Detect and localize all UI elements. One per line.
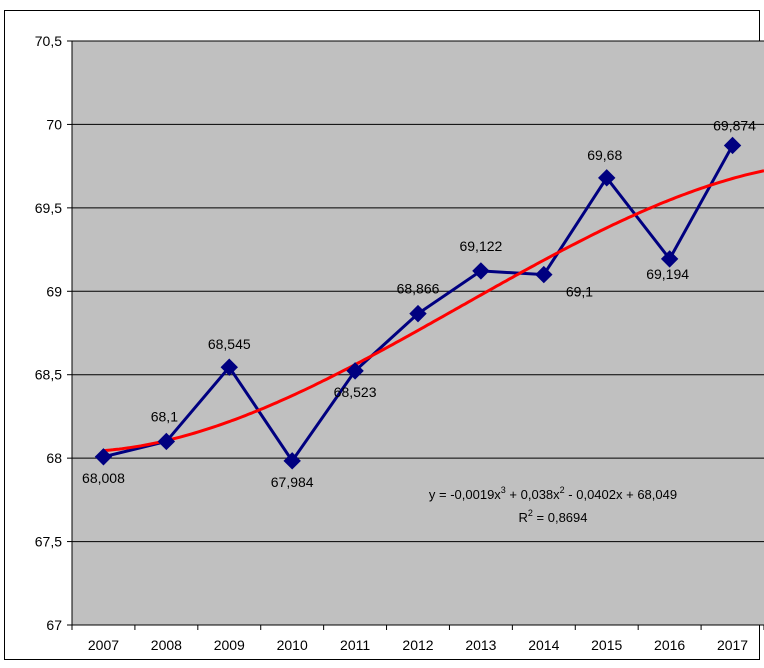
x-tick-label: 2016 (654, 637, 685, 653)
data-point-marker (535, 265, 553, 284)
data-label: 67,984 (271, 474, 314, 490)
data-point-marker (94, 448, 113, 466)
data-label: 69,194 (646, 266, 689, 282)
y-tick-label: 69,5 (35, 200, 62, 216)
x-tick-label: 2009 (214, 637, 245, 653)
y-tick-label: 69 (46, 283, 62, 299)
data-point-marker (598, 169, 616, 187)
x-axis: 2007 2008 2009 2010 2011 2012 2013 2014 2015 2016… (71, 624, 764, 653)
data-label: 68,1 (151, 408, 178, 424)
y-tick-label: 68 (46, 450, 62, 466)
data-point-marker (157, 432, 176, 451)
data-point-marker (723, 136, 742, 155)
plot-area (72, 41, 764, 625)
x-tick-label: 2015 (591, 637, 622, 653)
y-tick-label: 67,5 (35, 534, 62, 550)
data-markers (94, 136, 742, 470)
trendline (103, 169, 764, 453)
y-tick-label: 70 (46, 116, 62, 132)
x-tick-label: 2007 (88, 637, 119, 653)
x-tick-label: 2011 (340, 637, 370, 653)
x-tick-label: 2012 (402, 637, 433, 653)
y-tick-label: 70,5 (35, 33, 62, 49)
r-squared-label: R2 = 0,8694 (519, 508, 588, 525)
x-tick-label: 2017 (717, 637, 748, 653)
data-label: 68,545 (208, 336, 251, 352)
data-label: 68,008 (82, 470, 125, 486)
y-tick-label: 68,5 (35, 367, 62, 383)
y-axis: 67 67,5 68 68,5 69 69,5 70 70,5 (35, 33, 73, 633)
data-point-marker (660, 250, 679, 268)
x-tick-label: 2014 (528, 637, 559, 653)
data-point-marker (409, 304, 427, 323)
data-label: 69,122 (459, 238, 502, 254)
y-tick-label: 67 (46, 617, 62, 633)
data-label: 69,874 (713, 117, 756, 133)
data-label: 69,68 (587, 147, 622, 163)
data-label: 69,1 (566, 284, 593, 300)
x-tick-label: 2008 (151, 637, 182, 653)
x-tick-label: 2010 (277, 637, 308, 653)
data-label: 68,523 (334, 384, 377, 400)
data-point-marker (220, 358, 238, 376)
x-tick-label: 2013 (465, 637, 496, 653)
data-labels: 68,008 68,1 68,545 67,984 68,523 68,866 69,122… (82, 117, 756, 489)
data-label: 68,866 (397, 281, 440, 297)
trendline-equation: y = -0,0019x3 + 0,038x2 - 0,0402x + 68,0… (429, 485, 677, 502)
data-point-marker (346, 362, 364, 380)
trendline-curve (103, 169, 764, 453)
data-point-marker (472, 262, 490, 280)
data-point-marker (283, 452, 301, 470)
